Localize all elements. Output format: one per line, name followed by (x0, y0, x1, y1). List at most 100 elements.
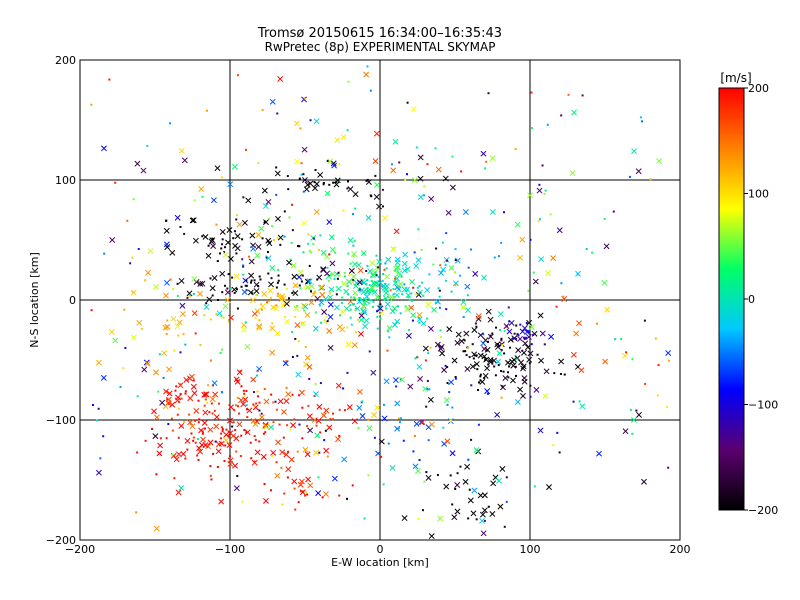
data-point-dot (394, 280, 397, 283)
data-point-dot (302, 190, 305, 193)
data-point-cross (152, 284, 159, 290)
data-point-dot (384, 262, 387, 265)
data-point-dot (530, 343, 533, 346)
data-point-dot (227, 320, 230, 323)
data-point-cross (326, 424, 333, 431)
data-point-cross (222, 303, 229, 310)
data-point-dot (239, 455, 242, 458)
data-point-dot (222, 316, 225, 319)
data-point-cross (236, 421, 243, 428)
data-point-dot (263, 388, 266, 391)
data-point-cross (481, 507, 488, 514)
data-point-cross (390, 167, 397, 174)
data-point-dot (264, 431, 267, 434)
data-point-dot (236, 74, 239, 77)
data-point-dot (486, 349, 489, 352)
data-point-dot (242, 389, 245, 392)
data-point-cross (448, 264, 455, 271)
data-point-dot (556, 431, 559, 434)
data-point-cross (304, 451, 311, 458)
data-point-dot (265, 256, 268, 259)
data-point-dot (334, 251, 337, 254)
data-point-dot (532, 271, 535, 274)
data-point-cross (224, 297, 231, 304)
data-point-cross (348, 267, 355, 274)
data-point-dot (217, 298, 220, 301)
data-point-cross (326, 219, 333, 225)
data-point-dot (487, 92, 490, 95)
data-point-dot (179, 383, 182, 386)
data-point-cross (437, 345, 444, 352)
data-point-cross (394, 264, 401, 271)
data-point-cross (622, 428, 629, 435)
data-point-cross (231, 163, 238, 170)
data-point-dot (525, 322, 528, 325)
data-point-cross (475, 313, 482, 320)
data-point-dot (171, 429, 174, 432)
data-point-cross (462, 209, 469, 216)
data-point-cross (636, 411, 642, 418)
data-point-dot (475, 354, 478, 357)
data-point-dot (484, 167, 487, 170)
data-point-cross (483, 356, 490, 363)
data-point-dot (221, 391, 224, 394)
data-point-dot (270, 393, 273, 396)
data-point-cross (269, 264, 276, 271)
data-point-dot (211, 237, 214, 240)
data-point-cross (166, 366, 172, 373)
data-point-dot (477, 423, 480, 426)
data-point-dot (129, 262, 132, 265)
data-point-cross (207, 439, 214, 446)
data-point-dot (362, 305, 365, 308)
data-point-dot (445, 308, 448, 311)
data-point-dot (422, 294, 425, 297)
data-point-cross (291, 273, 298, 280)
data-point-dot (294, 337, 297, 340)
data-point-dot (356, 318, 359, 321)
data-point-cross (153, 369, 159, 376)
data-point-cross (241, 289, 248, 295)
data-point-dot (136, 395, 139, 398)
data-point-cross (333, 181, 340, 188)
data-point-cross (489, 155, 496, 162)
data-point-cross (177, 382, 184, 389)
data-point-cross (366, 425, 373, 432)
data-point-dot (245, 390, 248, 393)
data-point-cross (464, 463, 471, 470)
data-point-dot (308, 377, 311, 380)
data-point-dot (385, 267, 388, 270)
data-point-dot (376, 315, 379, 318)
data-point-dot (384, 283, 387, 286)
data-point-dot (275, 166, 278, 169)
data-point-cross (329, 270, 336, 277)
data-point-cross (656, 158, 662, 165)
data-point-cross (391, 305, 398, 312)
data-point-cross (360, 303, 367, 309)
data-point-dot (354, 308, 357, 311)
data-point-cross (302, 446, 309, 453)
data-point-dot (352, 213, 355, 216)
data-point-cross (267, 287, 274, 294)
data-point-dot (401, 293, 404, 296)
data-point-cross (162, 324, 169, 331)
data-point-cross (109, 237, 116, 243)
data-point-dot (309, 251, 312, 254)
data-point-dot (258, 401, 261, 404)
data-point-dot (272, 421, 275, 424)
data-point-cross (244, 343, 251, 350)
data-point-dot (300, 173, 303, 176)
data-point-dot (366, 287, 369, 290)
data-point-cross (254, 252, 261, 259)
data-point-dot (243, 392, 246, 395)
data-point-cross (575, 270, 581, 277)
x-tick-label: 0 (377, 543, 384, 556)
data-point-cross (317, 171, 324, 178)
data-point-dot (329, 292, 332, 295)
data-point-dot (445, 232, 448, 235)
data-point-dot (321, 496, 324, 499)
data-point-cross (183, 376, 190, 383)
data-point-cross (321, 309, 328, 315)
data-point-cross (141, 366, 148, 373)
data-point-dot (527, 289, 530, 292)
y-tick-label: −100 (46, 414, 76, 427)
